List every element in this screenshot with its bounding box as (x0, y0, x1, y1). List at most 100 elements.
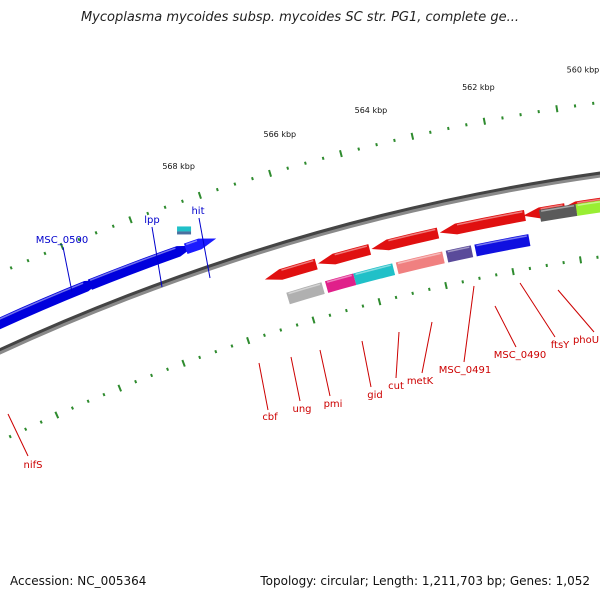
outer-tick (163, 205, 167, 210)
gene-label: nifS (24, 460, 43, 471)
inner-tick (230, 344, 234, 348)
genome-backbone (0, 174, 600, 355)
cog-box (286, 282, 325, 305)
reverse-gene-arrow-body (439, 210, 526, 235)
gene-leader-line (151, 226, 163, 288)
inner-tick (494, 273, 498, 277)
forward-gene-arrow-body (0, 279, 103, 330)
inner-tick (24, 427, 28, 432)
gene-leader-line (395, 331, 400, 379)
reverse-gene-arrow-highlight (577, 198, 600, 204)
inner-tick (198, 355, 202, 360)
reverse-gene-arrow-highlight (456, 211, 523, 226)
cog-box (324, 273, 357, 293)
cog-box-body (445, 245, 474, 263)
ruler-label: 562 kbp (462, 83, 495, 92)
gene-label: hit (191, 206, 204, 217)
inner-tick (117, 384, 123, 392)
ruler-label: 568 kbp (162, 162, 195, 171)
outer-tick (111, 224, 115, 228)
outer-tick (146, 211, 150, 216)
cog-box-body (474, 234, 531, 257)
inner-tick (295, 323, 299, 327)
cog-box (474, 234, 531, 257)
gene-leader-line (198, 217, 211, 279)
cog-box-highlight (577, 201, 600, 206)
cog-box-highlight (326, 274, 352, 283)
inner-tick-track (8, 255, 599, 439)
gene-leader-line (463, 285, 475, 363)
inner-tick (181, 359, 186, 367)
inner-tick (511, 267, 515, 276)
cog-box (353, 263, 396, 286)
inner-tick (578, 256, 583, 264)
outer-tick (77, 237, 81, 242)
outer-tick (197, 191, 202, 200)
outer-tick (410, 132, 415, 140)
inner-tick (328, 313, 332, 317)
gene-leader-line (258, 362, 269, 411)
outer-tick (375, 142, 378, 147)
reverse-strand-features (264, 197, 600, 280)
gene-leader-line (290, 356, 301, 402)
inner-tick (70, 406, 74, 410)
gene-leader-line (319, 349, 331, 397)
outer-tick (268, 169, 273, 177)
forward-gene-arrow-highlight (89, 247, 176, 281)
inner-tick (461, 280, 465, 284)
outer-tick (501, 116, 504, 120)
hit-cog-box (177, 231, 192, 235)
inner-tick (279, 328, 283, 332)
forward-strand-features (0, 226, 217, 330)
reverse-gene-arrow (371, 227, 440, 251)
inner-tick (150, 373, 154, 378)
cog-box (445, 245, 474, 263)
gene-label: MSC_0490 (494, 350, 546, 361)
outer-tick (482, 117, 487, 125)
inner-tick (214, 349, 218, 354)
forward-gene-arrow (87, 245, 195, 290)
outer-tick (94, 231, 98, 235)
gene-label: cbf (262, 412, 278, 423)
forward-gene-arrow-body (87, 245, 195, 290)
reverse-gene-arrow-highlight (281, 259, 314, 271)
forward-gene-arrow-highlight (0, 282, 84, 320)
outer-tick-track (9, 101, 595, 270)
gene-label: MSC_0500 (36, 235, 88, 246)
gene-label: gid (367, 390, 382, 401)
cog-box-body (353, 263, 396, 286)
reverse-gene-arrow-body (264, 258, 318, 280)
outer-tick (9, 266, 13, 270)
outer-tick (233, 182, 237, 186)
gene-label: metK (407, 376, 434, 387)
gene-leader-line (421, 321, 433, 374)
cog-features (286, 200, 600, 305)
gene-leader-line (557, 289, 595, 333)
outer-tick (555, 105, 559, 113)
gene-label: cut (388, 381, 404, 392)
outer-tick (339, 149, 343, 158)
cog-box-body (575, 200, 600, 216)
forward-gene-arrow-body (183, 238, 217, 255)
inner-tick (54, 411, 60, 419)
accession-label: Accession: NC_005364 (10, 574, 147, 588)
gene-leader-line (361, 340, 372, 388)
reverse-gene-arrow (439, 210, 526, 235)
inner-tick (166, 367, 170, 372)
reverse-gene-arrow-body (317, 244, 372, 265)
cog-box-highlight (355, 264, 391, 276)
inner-tick (478, 276, 481, 280)
gene-label: pmi (324, 399, 343, 410)
genome-summary: Topology: circular; Length: 1,211,703 bp… (260, 574, 590, 588)
forward-gene-arrow (0, 279, 103, 330)
inner-tick (246, 336, 251, 345)
forward-gene-arrow (183, 238, 217, 255)
outer-tick (286, 166, 290, 170)
inner-tick (102, 392, 106, 397)
outer-tick (251, 176, 254, 181)
inner-tick (8, 434, 12, 439)
cog-box-highlight (447, 246, 470, 253)
